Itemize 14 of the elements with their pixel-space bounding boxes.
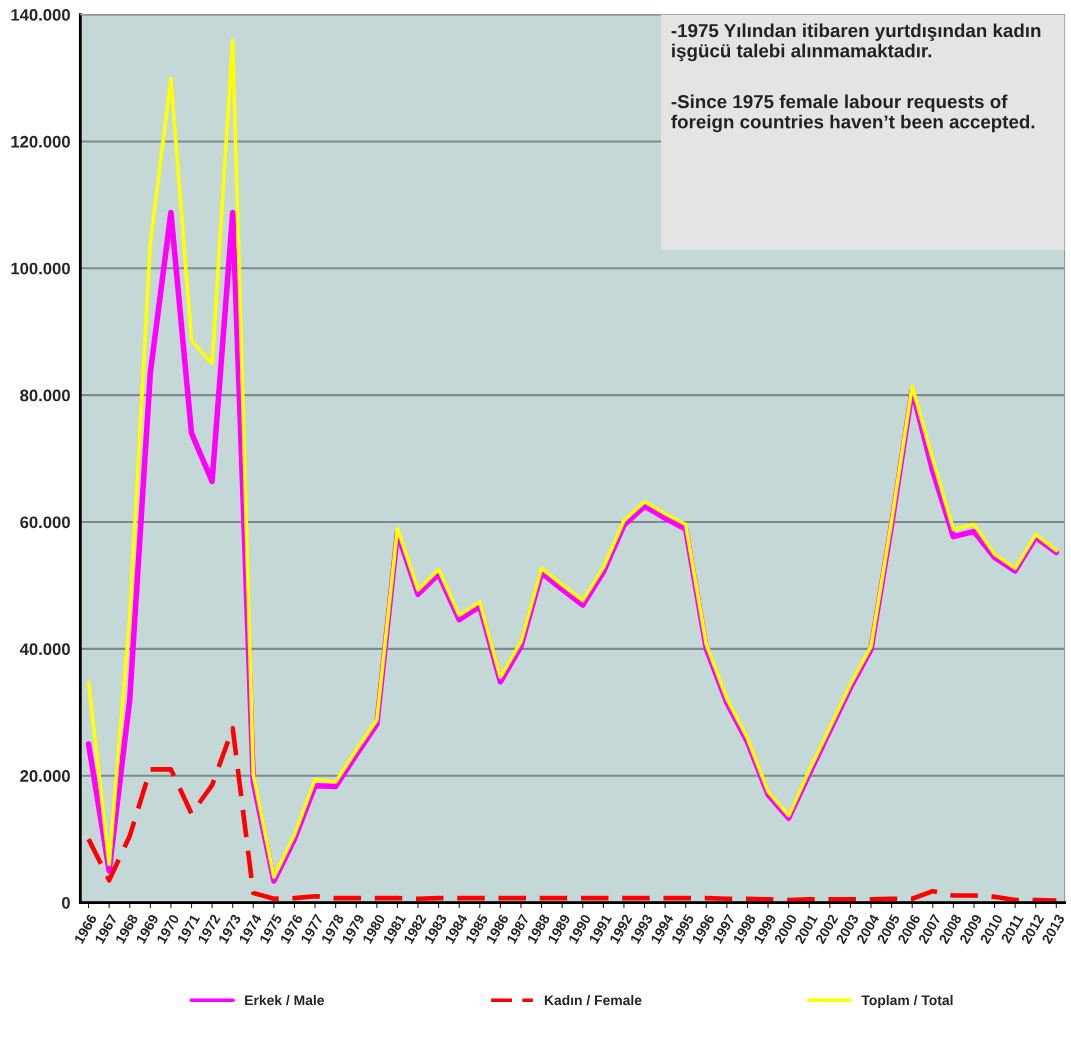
y-tick-label: 100.000	[11, 262, 70, 275]
y-tick-label: 80.000	[20, 389, 70, 402]
y-tick-label: 140.000	[11, 8, 70, 21]
line-series	[86, 725, 1059, 903]
y-tick-label: 20.000	[20, 770, 70, 782]
annotation: -1975 Yılından itibaren yurtdışından kadın işgücü talebi alınmamaktadır.	[671, 23, 1041, 62]
legend-label: Kadın / Female	[544, 994, 642, 1006]
legend-label: Erkek / Male	[245, 994, 325, 1006]
y-tick-label: 120.000	[11, 135, 70, 148]
legend-label: Toplam / Total	[861, 994, 953, 1008]
y-tick-label: 60.000	[20, 516, 70, 529]
y-tick-label: 0	[61, 896, 70, 909]
y-tick-label: 40.000	[19, 643, 70, 656]
annotation: -Since 1975 female labour requests of foreign countries haven’t been accepted.	[671, 94, 1035, 133]
